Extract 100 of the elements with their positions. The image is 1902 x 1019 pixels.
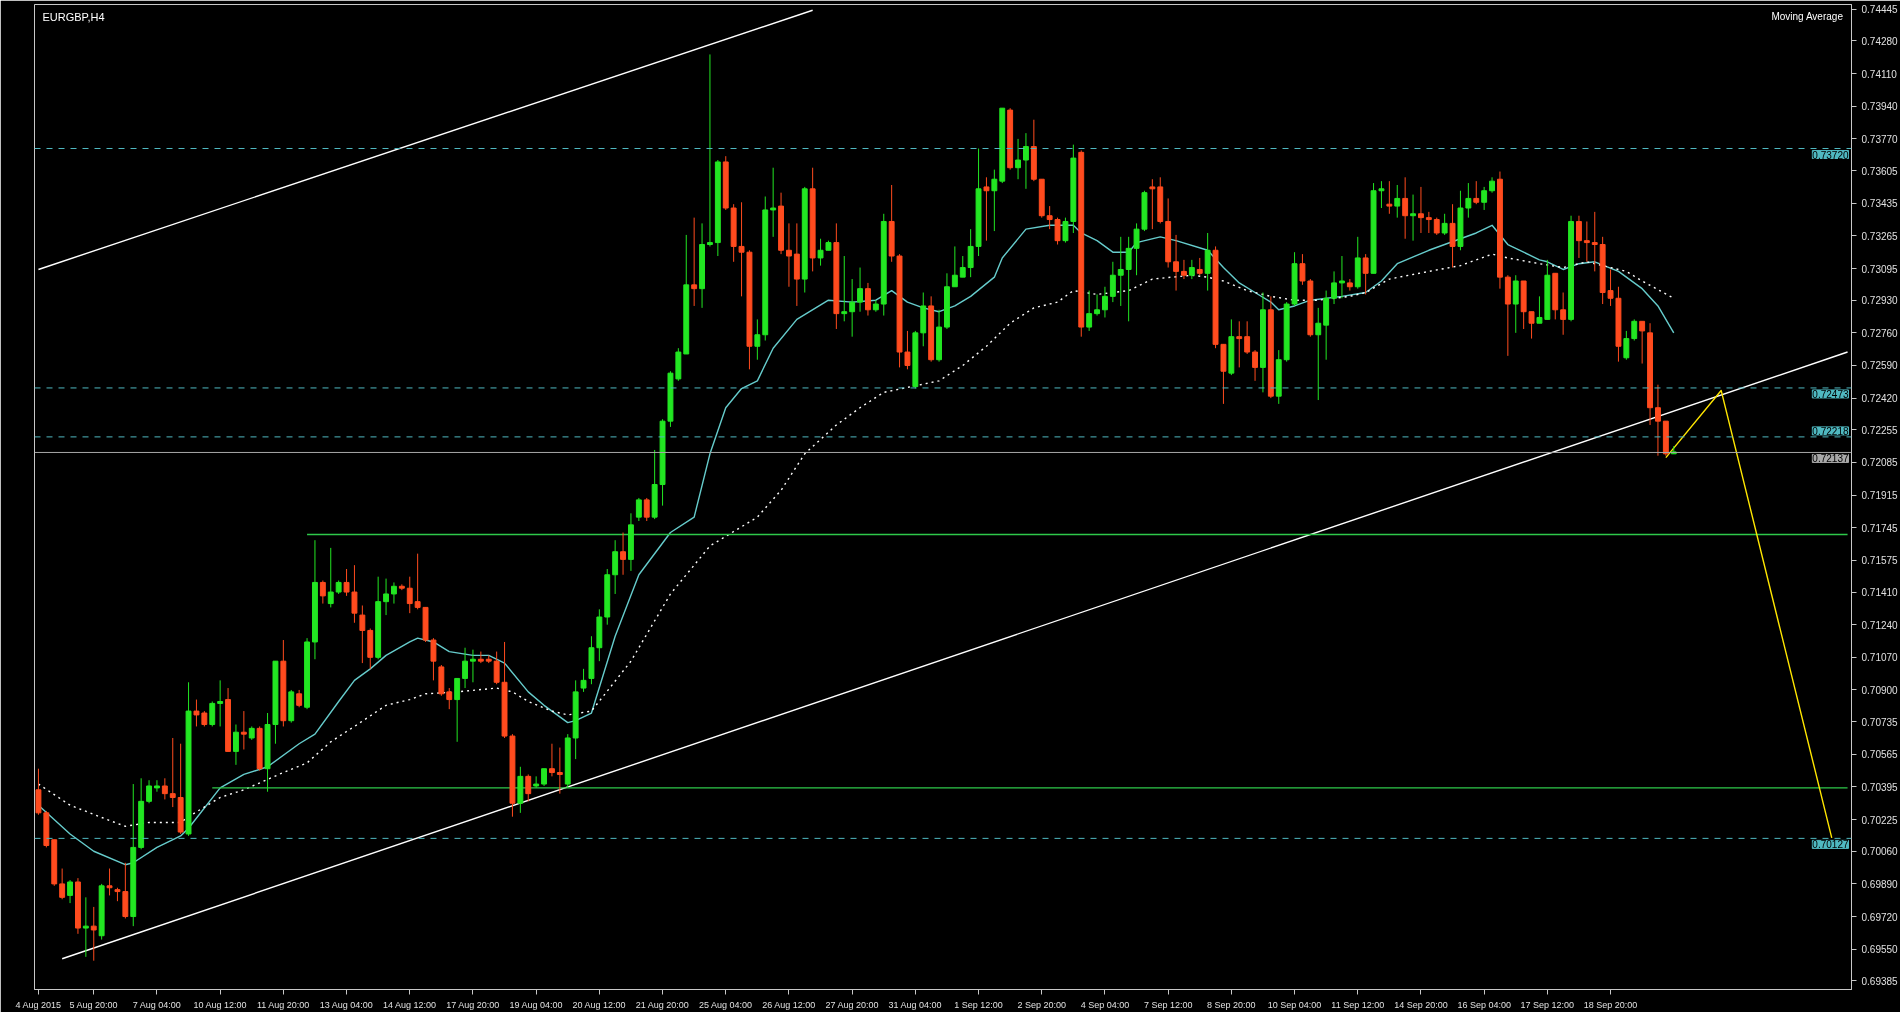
candlestick — [817, 238, 824, 267]
candlestick — [154, 779, 160, 793]
y-tick-label: 0.71070 — [1861, 652, 1899, 664]
x-tick-label: 20 Aug 12:00 — [572, 999, 626, 1010]
y-tick-label: 0.69550 — [1861, 944, 1899, 956]
candlestick — [1236, 320, 1243, 368]
candlestick — [1481, 186, 1488, 211]
candlestick — [1655, 384, 1661, 457]
y-tick-label: 0.73095 — [1861, 263, 1899, 275]
y-tick-label: 0.69720 — [1861, 911, 1899, 923]
y-tick-label: 0.71915 — [1861, 490, 1899, 502]
candlestick — [1133, 222, 1140, 276]
x-tick-label: 19 Aug 04:00 — [509, 999, 563, 1010]
x-tick-label: 21 Aug 20:00 — [635, 999, 689, 1010]
candlestick — [1378, 180, 1385, 209]
candlestick — [67, 879, 73, 904]
candlestick — [1094, 293, 1100, 317]
candlestick — [1639, 320, 1646, 365]
candlestick — [462, 647, 468, 689]
candlestick — [430, 637, 437, 681]
y-tick-label: 0.73770 — [1861, 133, 1899, 145]
candlestick — [707, 53, 713, 247]
y-tick-label: 0.73940 — [1861, 101, 1899, 113]
x-tick-label: 31 Aug 04:00 — [888, 999, 942, 1010]
candlestick — [454, 677, 461, 743]
x-tick-label: 14 Aug 12:00 — [382, 999, 437, 1010]
candlestick — [217, 679, 224, 727]
candlestick — [620, 532, 626, 576]
candlestick — [1394, 184, 1401, 219]
x-tick-label: 4 Sep 04:00 — [1080, 999, 1130, 1010]
x-tick-label: 11 Aug 20:00 — [256, 999, 310, 1010]
y-tick-label: 0.71240 — [1861, 619, 1899, 631]
y-tick-label: 0.69890 — [1861, 878, 1899, 890]
candlestick — [1181, 259, 1187, 280]
candlestick — [691, 217, 698, 307]
candlestick — [951, 245, 958, 288]
candlestick — [857, 267, 863, 313]
ref-line-label: 0.72218 — [1812, 425, 1849, 437]
y-tick-label: 0.71575 — [1861, 555, 1899, 567]
candlestick — [1125, 236, 1132, 322]
y-tick-label: 0.74445 — [1861, 4, 1899, 16]
candlestick — [209, 700, 216, 727]
candlestick — [770, 167, 777, 238]
candlestick — [1204, 232, 1211, 292]
candlestick — [1173, 234, 1179, 292]
candlestick — [169, 737, 176, 808]
candlestick — [1418, 186, 1424, 234]
candlestick — [612, 539, 619, 595]
candlestick — [161, 777, 168, 800]
candlestick — [35, 768, 42, 816]
candlestick — [1188, 259, 1195, 280]
y-tick-label: 0.73265 — [1861, 230, 1899, 242]
x-tick-label: 8 Sep 20:00 — [1207, 999, 1256, 1010]
candlestick — [1631, 318, 1638, 342]
candlestick — [1449, 203, 1456, 269]
ref-line-label: 0.73720 — [1812, 149, 1849, 161]
candlestick — [383, 578, 389, 616]
candlestick — [477, 651, 484, 664]
candlestick — [1086, 290, 1093, 332]
candlestick — [841, 255, 848, 322]
candlestick — [983, 176, 990, 242]
x-tick-label: 17 Aug 20:00 — [446, 999, 500, 1010]
ref-line-label: 0.70127 — [1812, 839, 1849, 851]
candlestick — [82, 896, 89, 958]
candlestick — [1465, 182, 1472, 219]
candlestick — [1102, 286, 1108, 318]
x-tick-label: 2 Sep 20:00 — [1017, 999, 1067, 1010]
candlestick — [1591, 211, 1598, 272]
y-tick-label: 0.72085 — [1861, 457, 1899, 469]
candlestick — [406, 576, 413, 614]
ref-line-label: 0.72137 — [1812, 453, 1849, 465]
candlestick — [106, 868, 113, 896]
x-tick-label: 18 Sep 20:00 — [1583, 999, 1638, 1010]
text: EURGBP,H4 — [42, 10, 105, 23]
candlestick — [549, 743, 555, 777]
ref-line-label: 0.72473 — [1812, 388, 1849, 400]
candlestick — [967, 228, 974, 278]
annotation: Moving Average — [1771, 10, 1844, 22]
y-tick-label: 0.70225 — [1861, 814, 1899, 826]
candlestick — [786, 222, 792, 288]
x-tick-label: 16 Sep 04:00 — [1457, 999, 1511, 1010]
candlestick — [580, 668, 587, 693]
candlestick — [1623, 330, 1630, 361]
candlestick — [446, 687, 453, 710]
candlestick — [904, 330, 911, 370]
y-tick-label: 0.70565 — [1861, 749, 1899, 761]
y-tick-label: 0.70395 — [1861, 781, 1899, 793]
x-tick-label: 11 Sep 12:00 — [1331, 999, 1385, 1010]
candlestick — [351, 564, 358, 624]
y-tick-label: 0.70060 — [1861, 846, 1899, 858]
candlestick — [1560, 292, 1567, 336]
y-tick-label: 0.69385 — [1861, 975, 1899, 987]
candlestick — [1015, 138, 1021, 180]
candlestick — [146, 779, 152, 804]
candlestick — [556, 747, 563, 795]
x-tick-label: 17 Sep 12:00 — [1520, 999, 1575, 1010]
y-tick-label: 0.74280 — [1861, 35, 1899, 47]
candlestick — [865, 282, 871, 317]
candlestick — [1410, 194, 1416, 242]
x-tick-label: 10 Sep 04:00 — [1267, 999, 1322, 1010]
